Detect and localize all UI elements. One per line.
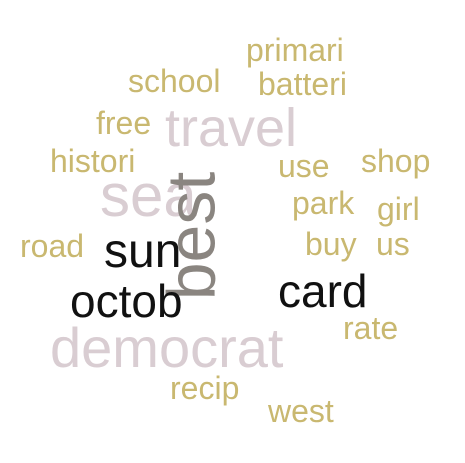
word-histori: histori xyxy=(50,143,136,179)
word-us: us xyxy=(376,226,410,262)
word-sun: sun xyxy=(104,225,182,278)
word-free: free xyxy=(96,105,152,141)
word-card: card xyxy=(278,265,368,317)
word-school: school xyxy=(128,63,221,99)
word-park: park xyxy=(292,185,355,221)
word-buy: buy xyxy=(305,226,357,262)
word-octob: octob xyxy=(70,275,183,327)
word-road: road xyxy=(20,228,85,264)
word-west: west xyxy=(268,393,334,429)
word-travel: travel xyxy=(165,98,298,158)
word-primari: primari xyxy=(246,32,344,68)
word-shop: shop xyxy=(361,143,431,179)
word-sea: sea xyxy=(100,162,197,229)
word-use: use xyxy=(278,148,330,184)
word-recip: recip xyxy=(170,370,240,406)
word-girl: girl xyxy=(377,191,420,227)
word-rate: rate xyxy=(343,310,399,346)
word-democrat: democrat xyxy=(50,316,284,379)
word-batteri: batteri xyxy=(258,66,347,102)
